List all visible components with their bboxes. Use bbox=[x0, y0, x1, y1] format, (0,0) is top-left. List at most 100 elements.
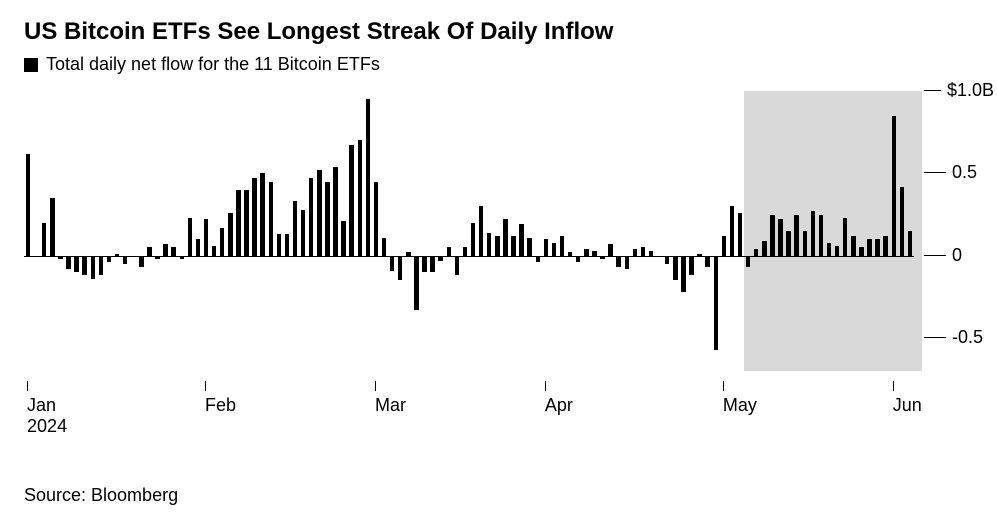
bar bbox=[220, 228, 224, 256]
bar bbox=[657, 256, 661, 258]
x-tick-mark bbox=[893, 381, 894, 391]
x-tick: Apr bbox=[545, 381, 573, 416]
bar bbox=[309, 178, 313, 255]
bar bbox=[665, 256, 669, 264]
bar bbox=[673, 256, 677, 281]
x-tick-label: Jun bbox=[893, 395, 922, 416]
bar bbox=[422, 256, 426, 272]
bar bbox=[74, 256, 78, 272]
bar bbox=[835, 246, 839, 256]
bar bbox=[66, 256, 70, 269]
chart-container: US Bitcoin ETFs See Longest Streak Of Da… bbox=[0, 0, 997, 522]
bar bbox=[552, 243, 556, 256]
x-tick-sublabel: 2024 bbox=[27, 416, 67, 437]
bar bbox=[811, 211, 815, 255]
y-tick-mark bbox=[924, 172, 946, 173]
bar bbox=[738, 213, 742, 256]
x-tick: Jan2024 bbox=[27, 381, 67, 437]
bar bbox=[115, 254, 119, 256]
bar bbox=[697, 254, 701, 256]
bar bbox=[196, 239, 200, 255]
bar bbox=[42, 223, 46, 256]
bar bbox=[188, 218, 192, 256]
x-tick-mark bbox=[545, 381, 546, 391]
bar bbox=[325, 182, 329, 256]
bar bbox=[714, 256, 718, 350]
bar bbox=[689, 256, 693, 276]
bar bbox=[366, 99, 370, 255]
bar bbox=[600, 256, 604, 259]
y-tick-mark bbox=[924, 255, 946, 256]
bar bbox=[770, 215, 774, 256]
chart-zone: $1.0B0.50-0.5 Jan2024FebMarAprMayJun bbox=[24, 81, 973, 421]
chart-title: US Bitcoin ETFs See Longest Streak Of Da… bbox=[24, 18, 973, 46]
bar bbox=[746, 256, 750, 268]
bar bbox=[107, 256, 111, 263]
bar bbox=[900, 187, 904, 256]
bar bbox=[883, 236, 887, 256]
bar bbox=[91, 256, 95, 279]
x-tick: Jun bbox=[893, 381, 922, 416]
bar bbox=[236, 190, 240, 256]
bar bbox=[244, 190, 248, 256]
bar bbox=[471, 223, 475, 256]
bar bbox=[269, 182, 273, 256]
bar bbox=[495, 236, 499, 256]
bar bbox=[649, 251, 653, 256]
x-tick-label: May bbox=[723, 395, 757, 416]
bar bbox=[908, 231, 912, 256]
x-tick-label: Mar bbox=[375, 395, 406, 416]
bar bbox=[285, 234, 289, 255]
bar bbox=[641, 247, 645, 255]
bar bbox=[204, 219, 208, 255]
y-tick: -0.5 bbox=[924, 327, 994, 348]
bar bbox=[171, 247, 175, 255]
x-tick-label: Apr bbox=[545, 395, 573, 416]
bar bbox=[705, 256, 709, 268]
bar bbox=[608, 244, 612, 256]
bar bbox=[99, 256, 103, 276]
y-tick-label: 0.5 bbox=[952, 162, 977, 183]
bar bbox=[519, 224, 523, 255]
legend-label: Total daily net flow for the 11 Bitcoin … bbox=[46, 54, 380, 75]
y-tick-label: 0 bbox=[952, 245, 962, 266]
bar bbox=[560, 236, 564, 256]
x-tick: Feb bbox=[205, 381, 236, 416]
x-tick: Mar bbox=[375, 381, 406, 416]
bar bbox=[892, 116, 896, 256]
bar bbox=[455, 256, 459, 276]
bar bbox=[374, 182, 378, 256]
bar bbox=[277, 234, 281, 255]
bar bbox=[382, 238, 386, 256]
x-axis: Jan2024FebMarAprMayJun bbox=[24, 381, 914, 421]
bar bbox=[252, 178, 256, 255]
y-tick: 0 bbox=[924, 245, 994, 266]
bar bbox=[430, 256, 434, 272]
bar bbox=[398, 256, 402, 281]
bar bbox=[794, 215, 798, 256]
bar bbox=[180, 256, 184, 259]
bar bbox=[576, 256, 580, 263]
y-tick-mark bbox=[924, 337, 946, 338]
bar bbox=[487, 233, 491, 256]
x-tick-mark bbox=[27, 381, 28, 391]
bar bbox=[827, 243, 831, 256]
bar bbox=[778, 219, 782, 255]
bar bbox=[625, 256, 629, 269]
legend: Total daily net flow for the 11 Bitcoin … bbox=[24, 54, 973, 75]
bar bbox=[50, 198, 54, 256]
x-tick-mark bbox=[723, 381, 724, 391]
bar bbox=[803, 231, 807, 256]
bar bbox=[155, 256, 159, 259]
bar bbox=[616, 256, 620, 268]
bar bbox=[754, 249, 758, 256]
plot-area bbox=[24, 91, 914, 371]
bar bbox=[584, 249, 588, 256]
bar bbox=[722, 236, 726, 256]
bar bbox=[212, 246, 216, 256]
bar bbox=[851, 236, 855, 256]
bar bbox=[875, 239, 879, 255]
legend-swatch bbox=[24, 58, 38, 72]
x-tick: May bbox=[723, 381, 757, 416]
bar bbox=[762, 241, 766, 256]
